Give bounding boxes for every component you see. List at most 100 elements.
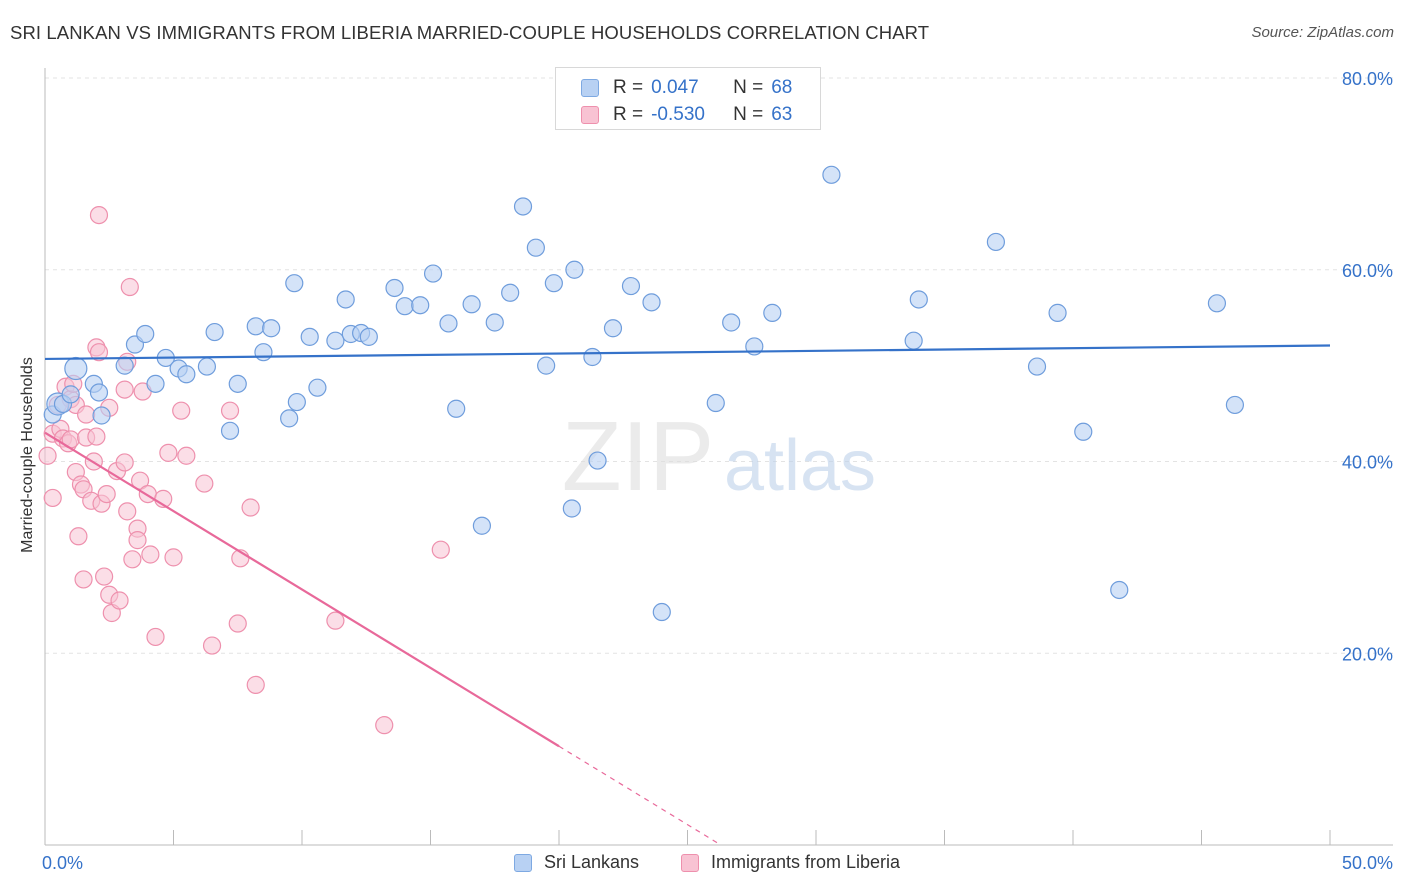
point-srilankans [228,374,247,393]
point-srilankans [763,303,782,322]
x-tick-label-min: 0.0% [42,853,83,873]
point-srilankans [285,274,304,293]
point-liberia [95,567,114,586]
n-value: 68 [771,77,793,98]
point-srilankans [300,327,319,346]
point-srilankans [64,356,88,381]
point-srilankans [61,385,80,404]
point-srilankans [513,197,533,216]
point-liberia [128,531,147,550]
point-liberia [177,446,196,465]
y-tick-label: 20.0% [1342,644,1393,664]
point-srilankans [205,322,224,342]
point-srilankans [336,290,355,309]
point-srilankans [1074,422,1093,441]
point-srilankans [115,356,134,375]
source-label: Source: ZipAtlas.com [1251,24,1394,41]
point-liberia [97,484,116,504]
point-srilankans [262,319,281,338]
trend-lines [44,344,1331,846]
point-srilankans [385,278,404,298]
point-srilankans [909,290,928,309]
y-tick-labels: 20.0% 40.0% 60.0% 80.0% [1342,69,1393,664]
legend-item-srilankans[interactable]: Sri Lankans [514,852,639,873]
axes [44,68,1393,846]
point-srilankans [254,343,273,362]
point-srilankans [562,499,581,518]
chart-title: SRI LANKAN VS IMMIGRANTS FROM LIBERIA MA… [10,22,930,43]
point-liberia [43,488,62,508]
point-liberia [375,716,394,735]
point-liberia [164,548,183,567]
point-srilankans [1027,357,1047,376]
watermark: ZIP atlas [562,401,876,511]
point-srilankans [588,451,607,470]
r-value: -0.530 [651,104,705,125]
point-srilankans [411,296,430,315]
point-srilankans [423,264,443,283]
point-liberia [431,540,450,559]
point-srilankans [197,357,217,376]
blue-swatch-icon [581,79,599,97]
watermark-atlas: atlas [724,426,876,506]
pink-swatch-icon [681,853,699,872]
point-srilankans [603,319,623,338]
point-srilankans [462,295,481,314]
point-srilankans [308,378,327,397]
point-srilankans [706,393,725,413]
point-liberia [89,206,109,225]
x-tick-labels: 0.0% 50.0% [42,853,1393,873]
legend-row-srilankans: R = 0.047 N = 68 [581,75,792,101]
point-srilankans [822,165,841,184]
point-srilankans [501,283,520,302]
point-liberia [326,611,345,630]
point-srilankans [1207,294,1227,313]
grid-lines [45,77,1393,654]
point-srilankans [447,399,466,418]
point-srilankans [89,383,109,402]
r-label: R = [613,104,644,125]
point-srilankans [1110,580,1129,600]
point-liberia [87,427,106,446]
series-liberia-points [38,206,450,735]
point-liberia [195,474,214,493]
point-liberia [141,545,160,564]
point-liberia [118,502,137,521]
point-srilankans [621,276,641,296]
point-srilankans [537,356,556,375]
pink-swatch-icon [581,106,599,124]
point-srilankans [1048,303,1067,322]
point-srilankans [280,409,299,428]
point-liberia [202,636,222,655]
point-srilankans [326,331,345,350]
legend-row-liberia: R = -0.530 N = 63 [581,102,792,128]
trend-line-srilankans [44,344,1331,361]
point-srilankans [652,602,671,622]
point-srilankans [485,313,504,332]
blue-swatch-icon [514,853,532,872]
point-liberia [123,550,142,569]
point-liberia [74,570,93,589]
n-label: N = [733,104,764,125]
legend-item-liberia[interactable]: Immigrants from Liberia [681,852,900,873]
point-srilankans [904,331,923,350]
series-legend: Sri Lankans Immigrants from Liberia [0,852,1406,878]
point-srilankans [220,421,240,440]
trend-line-liberia-extension [558,745,722,846]
point-liberia [115,380,134,399]
r-label: R = [613,77,644,98]
point-srilankans [439,314,458,333]
point-liberia [38,446,57,465]
point-liberia [146,627,165,647]
point-srilankans [526,238,545,257]
point-srilankans [1225,395,1245,415]
point-srilankans [472,516,491,535]
point-liberia [241,498,260,517]
point-liberia [228,614,247,633]
y-tick-label: 40.0% [1342,453,1393,473]
point-srilankans [177,365,196,384]
point-srilankans [92,406,111,425]
correlation-legend: R = 0.047 N = 68 R = -0.530 N = 63 [555,67,821,130]
point-srilankans [722,313,741,332]
